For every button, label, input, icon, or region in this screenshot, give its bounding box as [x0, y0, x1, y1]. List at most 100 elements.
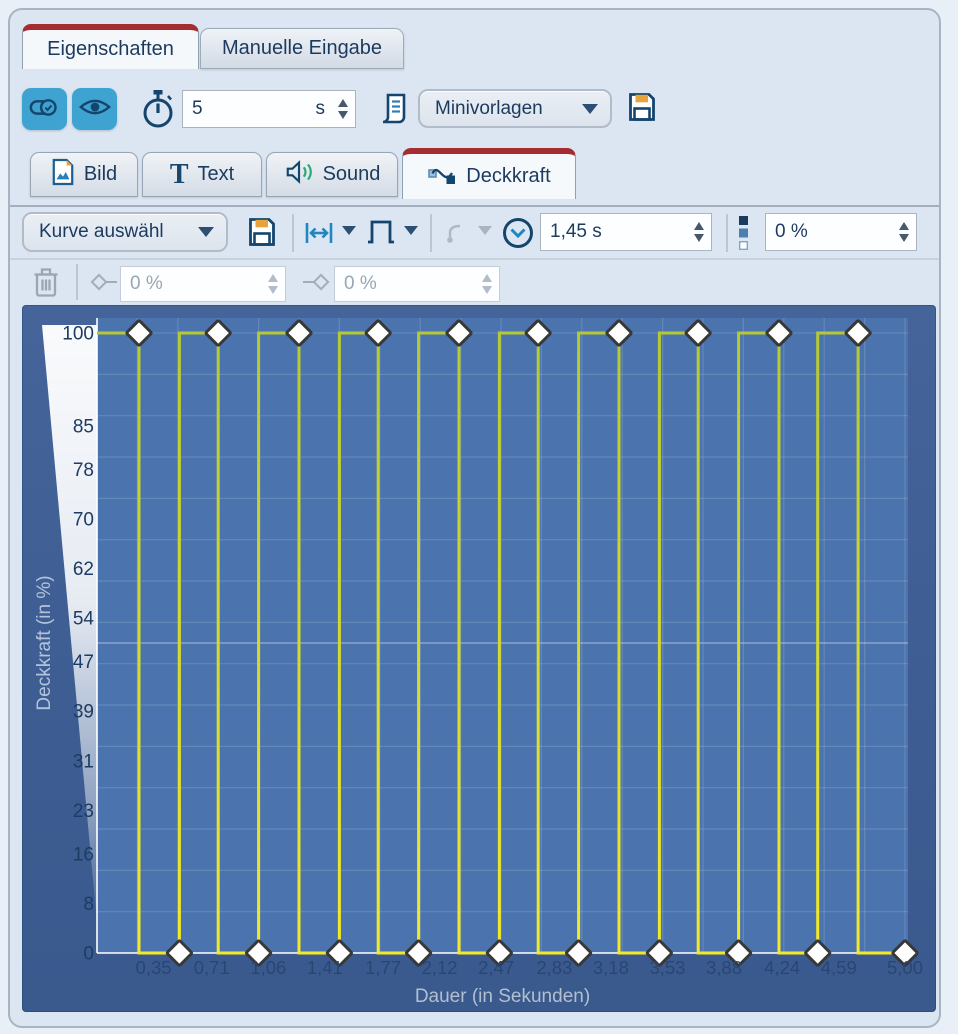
- keyframe-marker[interactable]: [891, 939, 919, 967]
- keyframe-marker[interactable]: [724, 939, 753, 967]
- x-axis-tick-label: 0,71: [194, 957, 230, 978]
- keyframe-marker[interactable]: [765, 319, 793, 347]
- keyframe-marker[interactable]: [165, 939, 194, 967]
- save-template-button[interactable]: [626, 90, 658, 124]
- y-axis-tick-label: 23: [73, 801, 94, 822]
- tabbar-divider: [10, 205, 939, 207]
- segment-start-field: [120, 266, 286, 302]
- keyframe-in-icon: [300, 272, 332, 292]
- keyframe-opacity-field[interactable]: [765, 213, 917, 251]
- y-axis-tick-label: 70: [73, 510, 94, 531]
- keyframe-marker[interactable]: [804, 939, 832, 967]
- duration-stepper[interactable]: [331, 91, 355, 127]
- keyframe-marker[interactable]: [445, 319, 473, 347]
- spin-up-icon[interactable]: [338, 99, 348, 107]
- keyframe-time-input[interactable]: [541, 221, 687, 243]
- subtab-bild[interactable]: Bild: [30, 152, 138, 197]
- y-axis-tick-label: 39: [73, 702, 94, 723]
- duration-input[interactable]: [183, 98, 316, 120]
- x-axis-tick-label: 3,88: [706, 957, 742, 978]
- x-axis-tick-label: 2,83: [536, 957, 572, 978]
- fit-width-button[interactable]: [302, 220, 336, 246]
- y-axis-tick-label: 78: [73, 460, 94, 481]
- keyframe-marker[interactable]: [684, 319, 712, 347]
- curve-type-caret-icon: [478, 226, 492, 235]
- spin-down-icon: [268, 286, 278, 294]
- keyframe-marker[interactable]: [485, 939, 513, 967]
- keyframe-marker[interactable]: [605, 319, 633, 347]
- x-axis-tick-label: 3,18: [593, 957, 629, 978]
- toolbar-separator: [726, 214, 728, 252]
- spin-down-icon[interactable]: [694, 234, 704, 242]
- visibility-button[interactable]: [72, 88, 117, 130]
- axis-gradient-wedge: [42, 325, 97, 923]
- segment-end-field: [334, 266, 500, 302]
- keyframe-time-field[interactable]: [540, 213, 712, 251]
- tab-manuelle-eingabe[interactable]: Manuelle Eingabe: [200, 28, 404, 69]
- duration-unit: s: [315, 98, 326, 119]
- segment-start-input: [121, 273, 261, 295]
- subtab-text[interactable]: T Text: [142, 152, 262, 197]
- curve-type-icon: [442, 220, 472, 246]
- spin-down-icon[interactable]: [899, 234, 909, 242]
- x-axis-tick-label: 1,41: [307, 957, 343, 978]
- keyframe-marker[interactable]: [564, 939, 593, 967]
- x-axis-tick-label: 4,24: [764, 957, 800, 978]
- keyframe-marker[interactable]: [125, 319, 153, 347]
- opacity-curve: [97, 331, 905, 955]
- segment-end-stepper: [475, 267, 499, 301]
- square-wave-button[interactable]: [364, 218, 398, 246]
- y-axis-tick-label: 85: [73, 417, 94, 438]
- link-toggle-icon: [28, 95, 62, 124]
- subtab-sound[interactable]: Sound: [266, 152, 398, 197]
- save-curve-button[interactable]: [246, 215, 278, 249]
- x-axis-tick-label: 5,00: [887, 957, 923, 978]
- script-icon[interactable]: [376, 90, 410, 128]
- keyframe-marker[interactable]: [524, 319, 552, 347]
- image-icon: [51, 157, 75, 193]
- keyframe-marker[interactable]: [364, 319, 392, 347]
- duration-field[interactable]: s: [182, 90, 356, 128]
- y-axis-tick-label: 16: [73, 844, 94, 865]
- trash-icon: [34, 267, 58, 297]
- save-icon: [249, 218, 275, 246]
- keyframe-marker[interactable]: [204, 319, 232, 347]
- keyframe-marker[interactable]: [244, 939, 273, 967]
- link-toggle-button[interactable]: [22, 88, 67, 130]
- subtab-label: Bild: [83, 163, 118, 185]
- template-select[interactable]: Minivorlagen: [418, 89, 612, 128]
- spin-down-icon[interactable]: [338, 111, 348, 119]
- delete-keyframe-button[interactable]: [30, 264, 62, 300]
- keyframe-time-stepper[interactable]: [687, 214, 711, 250]
- y-axis-tick-label: 0: [83, 944, 94, 965]
- subtab-label: Deckkraft: [466, 165, 551, 187]
- keyframe-marker[interactable]: [844, 319, 872, 347]
- curve-select-value: Kurve auswähl: [39, 221, 164, 242]
- x-axis-tick-label: 4,59: [821, 957, 857, 978]
- fit-width-caret-icon[interactable]: [342, 226, 356, 235]
- save-icon: [629, 93, 655, 121]
- square-wave-caret-icon[interactable]: [404, 226, 418, 235]
- x-axis-tick-label: 1,06: [250, 957, 286, 978]
- opacity-curve-icon: [427, 161, 457, 193]
- spin-up-icon[interactable]: [694, 222, 704, 230]
- keyframe-out-icon: [88, 272, 120, 292]
- keyframe-marker[interactable]: [285, 319, 313, 347]
- keyframe-opacity-stepper[interactable]: [892, 214, 916, 250]
- text-icon: T: [169, 158, 189, 190]
- keyframe-opacity-input[interactable]: [766, 221, 892, 243]
- spin-down-icon: [482, 286, 492, 294]
- toolbar-separator: [76, 264, 78, 300]
- keyframe-marker[interactable]: [404, 939, 433, 967]
- keyframe-marker[interactable]: [645, 939, 673, 967]
- spin-up-icon[interactable]: [899, 222, 909, 230]
- toolbar-divider: [10, 258, 939, 260]
- curve-select[interactable]: Kurve auswähl: [22, 212, 228, 252]
- subtab-deckkraft[interactable]: Deckkraft: [402, 148, 576, 199]
- tab-eigenschaften[interactable]: Eigenschaften: [22, 24, 199, 69]
- y-axis-tick-label: 62: [73, 559, 94, 580]
- opacity-curve-chart: 100 85 78 70 62 54 47 39 31 23 16 8 0 0,35 0,71 1,06 1,4…: [34, 318, 923, 1007]
- caret-down-icon: [582, 103, 598, 114]
- keyframe-marker[interactable]: [325, 939, 354, 967]
- y-axis-tick-label: 47: [73, 652, 94, 673]
